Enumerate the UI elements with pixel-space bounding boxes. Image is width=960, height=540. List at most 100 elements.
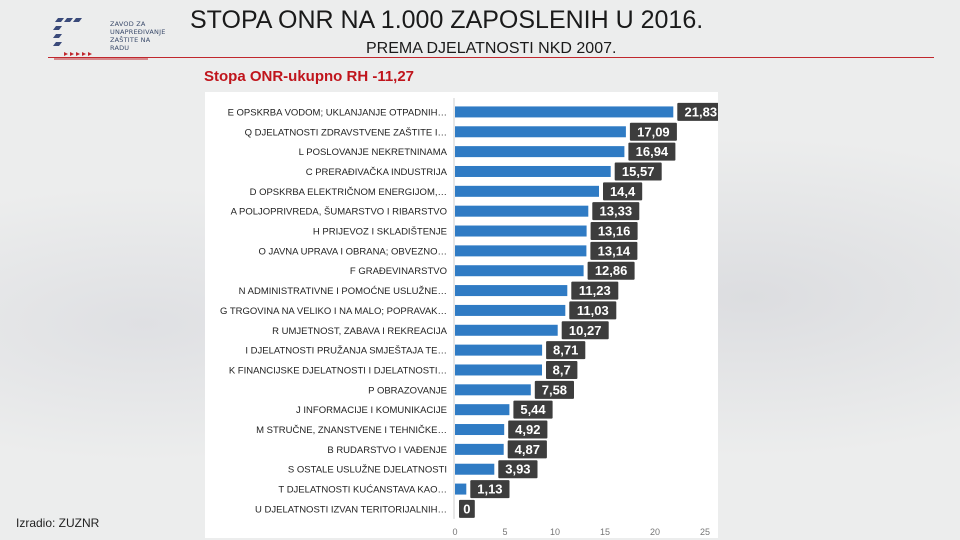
bar: [455, 245, 587, 257]
bar: [455, 384, 531, 396]
value-label-box: [470, 480, 510, 499]
value-label: 1,13: [477, 482, 502, 497]
value-label-box: [628, 142, 676, 161]
value-label: 3,93: [505, 462, 530, 477]
value-label-box: [590, 222, 638, 241]
bar: [455, 364, 542, 376]
category-label: K FINANCIJSKE DJELATNOSTI I DJELATNOSTI…: [229, 365, 447, 376]
value-label: 11,23: [579, 283, 611, 298]
bar-chart: E OPSKRBA VODOM; UKLANJANJE OTPADNIH… 21,…: [220, 98, 718, 537]
value-label-box: [569, 301, 617, 320]
bar: [455, 483, 467, 495]
category-label: N ADMINISTRATIVNE I POMOĆNE USLUŽNE…: [239, 286, 447, 297]
value-label-box: [587, 261, 635, 280]
value-label-box: [629, 122, 677, 141]
category-label: G TRGOVINA NA VELIKO I NA MALO; POPRAVAK…: [220, 306, 447, 317]
bar: [455, 404, 510, 416]
bar: [455, 304, 566, 316]
value-label: 14,4: [610, 184, 636, 199]
bar-chart-panel: E OPSKRBA VODOM; UKLANJANJE OTPADNIH… 21,…: [205, 92, 718, 538]
value-label-box: [534, 380, 574, 399]
value-label-box: [571, 281, 619, 300]
value-label-box: [508, 420, 548, 439]
value-label-box: [603, 182, 643, 201]
bar: [455, 265, 584, 277]
bar: [455, 146, 625, 158]
zuznr-logo: ZAVOD ZA UNAPREĐIVANJE ZAŠTITE NA RADU: [48, 12, 165, 70]
value-label: 13,14: [598, 243, 631, 258]
value-label: 16,94: [636, 144, 669, 159]
x-tick-label: 5: [502, 527, 507, 537]
bar: [455, 185, 599, 197]
bar: [455, 205, 589, 217]
value-label-box: [561, 321, 609, 340]
x-tick-label: 0: [452, 527, 457, 537]
category-label: Q DJELATNOSTI ZDRAVSTVENE ZAŠTITE I…: [245, 127, 447, 138]
bar: [455, 344, 543, 356]
value-label-box: [546, 341, 586, 360]
category-label: A POLJOPRIVREDA, ŠUMARSTVO I RIBARSTVO: [231, 207, 447, 218]
bar: [455, 165, 611, 177]
value-label-box: [546, 360, 578, 379]
category-label: J INFORMACIJE I KOMUNIKACIJE: [296, 405, 447, 416]
value-label: 4,87: [515, 442, 540, 457]
value-label-box: [592, 202, 640, 221]
category-label: M STRUČNE, ZNANSTVENE I TEHNIČKE…: [256, 425, 447, 436]
value-label: 11,03: [577, 303, 609, 318]
value-label: 12,86: [595, 263, 628, 278]
value-label: 8,71: [553, 343, 578, 358]
logo-line-3: ZAŠTITE NA RADU: [110, 36, 151, 52]
page-title: STOPA ONR NA 1.000 ZAPOSLENIH U 2016.: [190, 6, 704, 34]
page-subtitle: PREMA DJELATNOSTI NKD 2007.: [366, 40, 617, 57]
value-label-box: [507, 440, 547, 459]
logo-line-2: UNAPREĐIVANJE: [110, 28, 166, 36]
category-label: H PRIJEVOZ I SKLADIŠTENJE: [313, 227, 447, 238]
value-label: 8,7: [553, 362, 571, 377]
value-label: 10,27: [569, 323, 602, 338]
bar: [455, 424, 505, 436]
bar: [455, 285, 568, 297]
bar: [455, 126, 626, 138]
value-label: 5,44: [520, 402, 546, 417]
category-label: E OPSKRBA VODOM; UKLANJANJE OTPADNIH…: [228, 107, 447, 118]
value-label-box: [614, 162, 662, 181]
category-label: F GRAĐEVINARSTVO: [350, 266, 447, 277]
value-label: 15,57: [622, 164, 655, 179]
value-label: 13,33: [600, 204, 633, 219]
category-label: C PRERAĐIVAČKA INDUSTRIJA: [306, 167, 448, 178]
logo-stripes-icon: [53, 18, 148, 60]
value-label: 4,92: [515, 422, 540, 437]
value-label-box: [459, 499, 475, 518]
bar: [455, 225, 587, 237]
title-divider: [48, 57, 934, 58]
bar: [455, 106, 674, 118]
value-label: 17,09: [637, 124, 670, 139]
value-label-box: [590, 241, 638, 260]
footer-credit: Izradio: ZUZNR: [16, 516, 100, 530]
chart-title: Stopa ONR-ukupno RH -11,27: [204, 68, 415, 85]
value-label: 21,83: [685, 104, 718, 119]
bar: [455, 324, 558, 336]
category-label: L POSLOVANJE NEKRETNINAMA: [299, 147, 448, 158]
category-label: D OPSKRBA ELEKTRIČNOM ENERGIJOM,…: [250, 187, 447, 198]
value-label: 0: [463, 501, 470, 516]
category-label: R UMJETNOST, ZABAVA I REKREACIJA: [272, 326, 448, 337]
value-label: 13,16: [598, 224, 631, 239]
value-label: 7,58: [542, 382, 567, 397]
category-label: U DJELATNOSTI IZVAN TERITORIJALNIH…: [255, 504, 447, 515]
logo-line-1: ZAVOD ZA: [110, 20, 146, 28]
category-label: B RUDARSTVO I VAĐENJE: [327, 445, 447, 456]
x-tick-label: 20: [650, 527, 660, 537]
value-label-box: [677, 102, 718, 121]
category-label: P OBRAZOVANJE: [368, 385, 447, 396]
value-label-box: [498, 460, 538, 479]
category-label: O JAVNA UPRAVA I OBRANA; OBVEZNO…: [259, 246, 447, 257]
value-label-box: [513, 400, 553, 419]
x-tick-label: 15: [600, 527, 610, 537]
category-label: T DJELATNOSTI KUĆANSTAVA KAO…: [278, 485, 447, 496]
x-tick-label: 25: [700, 527, 710, 537]
x-tick-label: 10: [550, 527, 560, 537]
bar: [455, 443, 504, 455]
category-label: S OSTALE USLUŽNE DJELATNOSTI: [288, 465, 447, 476]
category-label: I DJELATNOSTI PRUŽANJA SMJEŠTAJA TE…: [245, 346, 447, 357]
